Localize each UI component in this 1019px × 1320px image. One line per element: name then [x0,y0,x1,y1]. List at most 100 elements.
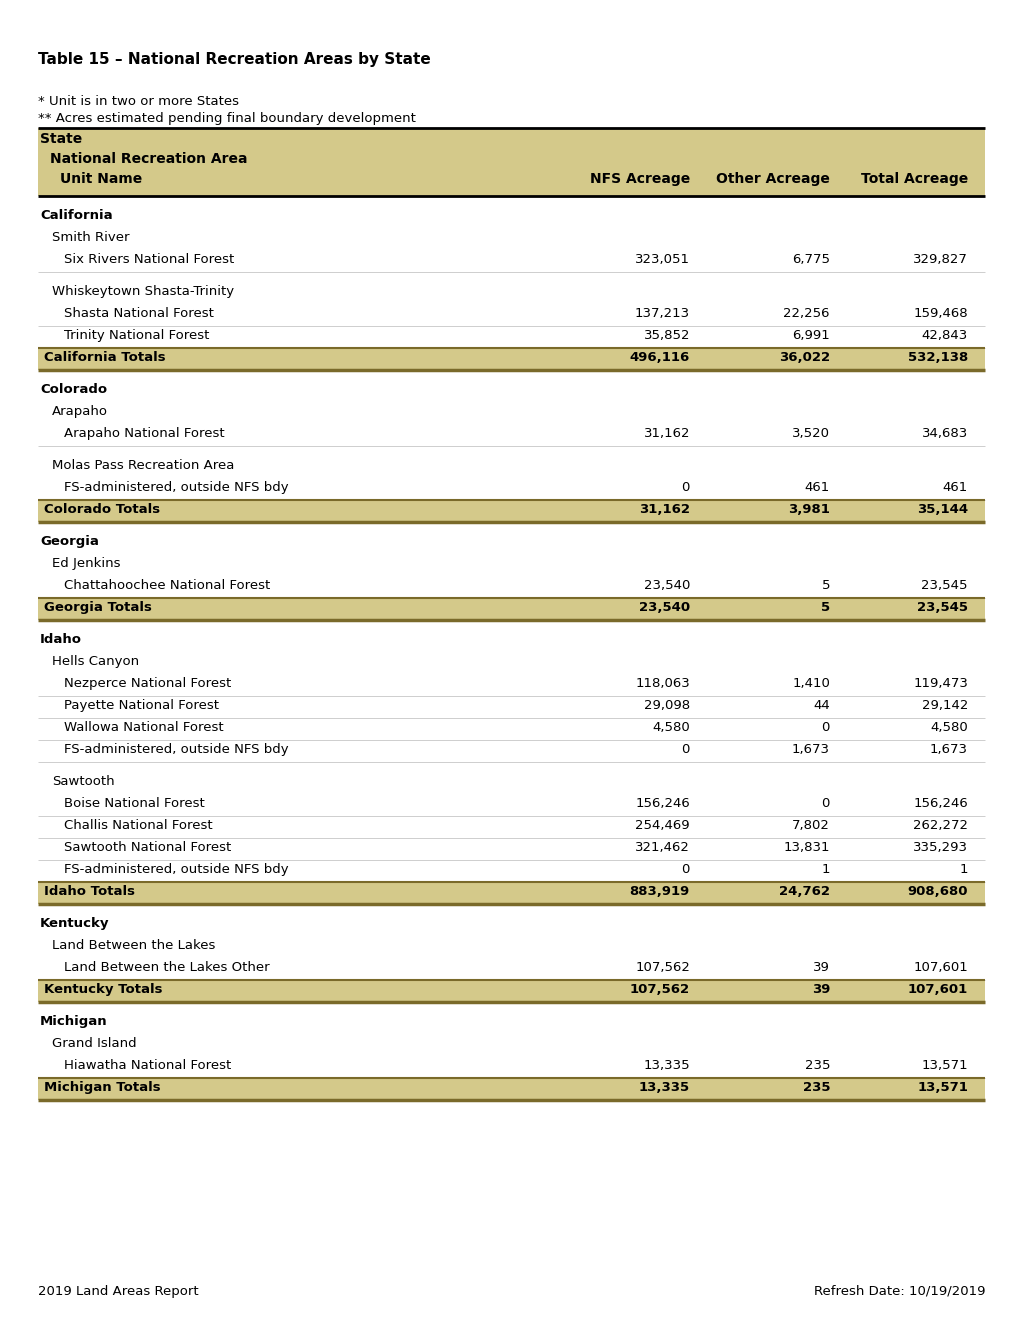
Text: 1,410: 1,410 [792,677,829,690]
Text: Payette National Forest: Payette National Forest [64,700,219,711]
Text: Hiawatha National Forest: Hiawatha National Forest [64,1059,231,1072]
Text: 23,545: 23,545 [916,601,967,614]
Text: 0: 0 [681,743,689,756]
Text: Michigan: Michigan [40,1015,108,1028]
Text: * Unit is in two or more States: * Unit is in two or more States [38,95,238,108]
Text: ** Acres estimated pending final boundary development: ** Acres estimated pending final boundar… [38,112,416,125]
Text: 23,540: 23,540 [643,579,689,591]
Text: Land Between the Lakes Other: Land Between the Lakes Other [64,961,269,974]
Text: 6,991: 6,991 [792,329,829,342]
Text: 7,802: 7,802 [792,818,829,832]
Text: Unit Name: Unit Name [60,172,142,186]
Text: 22,256: 22,256 [783,308,829,319]
Text: National Recreation Area: National Recreation Area [50,152,248,166]
Text: 107,562: 107,562 [630,983,689,997]
Text: 13,571: 13,571 [916,1081,967,1094]
Bar [38,348,984,370]
Text: Ed Jenkins: Ed Jenkins [52,557,120,570]
Text: 118,063: 118,063 [635,677,689,690]
Text: Arapaho: Arapaho [52,405,108,418]
Text: 13,831: 13,831 [783,841,829,854]
Text: 42,843: 42,843 [921,329,967,342]
Text: 156,246: 156,246 [912,797,967,810]
Text: 35,852: 35,852 [643,329,689,342]
Text: Arapaho National Forest: Arapaho National Forest [64,426,224,440]
Text: Sawtooth National Forest: Sawtooth National Forest [64,841,231,854]
Text: 321,462: 321,462 [635,841,689,854]
Text: 1: 1 [820,863,829,876]
Text: 13,571: 13,571 [920,1059,967,1072]
Text: Land Between the Lakes: Land Between the Lakes [52,939,215,952]
Text: FS-administered, outside NFS bdy: FS-administered, outside NFS bdy [64,480,288,494]
Text: 44: 44 [812,700,829,711]
Text: California Totals: California Totals [44,351,165,364]
Text: 235: 235 [804,1059,829,1072]
Text: 31,162: 31,162 [643,426,689,440]
Text: 532,138: 532,138 [907,351,967,364]
Text: Idaho: Idaho [40,634,82,645]
Text: 5: 5 [820,601,829,614]
Text: California: California [40,209,112,222]
Text: Other Acreage: Other Acreage [715,172,829,186]
Bar [38,979,984,1002]
Text: Colorado Totals: Colorado Totals [44,503,160,516]
Bar [38,500,984,521]
Text: Idaho Totals: Idaho Totals [44,884,135,898]
Text: Wallowa National Forest: Wallowa National Forest [64,721,223,734]
Text: 119,473: 119,473 [912,677,967,690]
Text: 323,051: 323,051 [635,253,689,267]
Text: 1,673: 1,673 [929,743,967,756]
Text: Shasta National Forest: Shasta National Forest [64,308,214,319]
Text: 3,981: 3,981 [788,503,829,516]
Text: Grand Island: Grand Island [52,1038,137,1049]
Text: 496,116: 496,116 [629,351,689,364]
Text: Michigan Totals: Michigan Totals [44,1081,160,1094]
Text: 35,144: 35,144 [916,503,967,516]
Text: NFS Acreage: NFS Acreage [589,172,689,186]
Text: 29,142: 29,142 [921,700,967,711]
Text: FS-administered, outside NFS bdy: FS-administered, outside NFS bdy [64,743,288,756]
Text: 461: 461 [804,480,829,494]
Text: 24,762: 24,762 [779,884,829,898]
Text: 262,272: 262,272 [912,818,967,832]
Text: 6,775: 6,775 [791,253,829,267]
Text: 13,335: 13,335 [643,1059,689,1072]
Text: Trinity National Forest: Trinity National Forest [64,329,209,342]
Text: Kentucky Totals: Kentucky Totals [44,983,162,997]
Text: 29,098: 29,098 [643,700,689,711]
Text: 4,580: 4,580 [651,721,689,734]
Text: Nezperce National Forest: Nezperce National Forest [64,677,231,690]
Text: Refresh Date: 10/19/2019: Refresh Date: 10/19/2019 [813,1284,984,1298]
Text: Whiskeytown Shasta-Trinity: Whiskeytown Shasta-Trinity [52,285,234,298]
Text: 0: 0 [821,721,829,734]
Text: 23,540: 23,540 [638,601,689,614]
Bar [38,1078,984,1100]
Text: 34,683: 34,683 [921,426,967,440]
Text: 0: 0 [681,863,689,876]
Bar [38,128,984,195]
Text: 0: 0 [681,480,689,494]
Text: 0: 0 [821,797,829,810]
Text: 36,022: 36,022 [779,351,829,364]
Text: Six Rivers National Forest: Six Rivers National Forest [64,253,234,267]
Text: Challis National Forest: Challis National Forest [64,818,212,832]
Text: State: State [40,132,83,147]
Text: Total Acreage: Total Acreage [860,172,967,186]
Text: 461: 461 [942,480,967,494]
Text: 3,520: 3,520 [791,426,829,440]
Text: 908,680: 908,680 [907,884,967,898]
Text: 107,601: 107,601 [907,983,967,997]
Text: 254,469: 254,469 [635,818,689,832]
Bar [38,882,984,904]
Text: 883,919: 883,919 [629,884,689,898]
Text: 13,335: 13,335 [638,1081,689,1094]
Text: 159,468: 159,468 [912,308,967,319]
Text: 23,545: 23,545 [920,579,967,591]
Text: 2019 Land Areas Report: 2019 Land Areas Report [38,1284,199,1298]
Text: Colorado: Colorado [40,383,107,396]
Text: 329,827: 329,827 [912,253,967,267]
Text: Sawtooth: Sawtooth [52,775,114,788]
Text: 4,580: 4,580 [929,721,967,734]
Text: Kentucky: Kentucky [40,917,109,931]
Text: 235: 235 [802,1081,829,1094]
